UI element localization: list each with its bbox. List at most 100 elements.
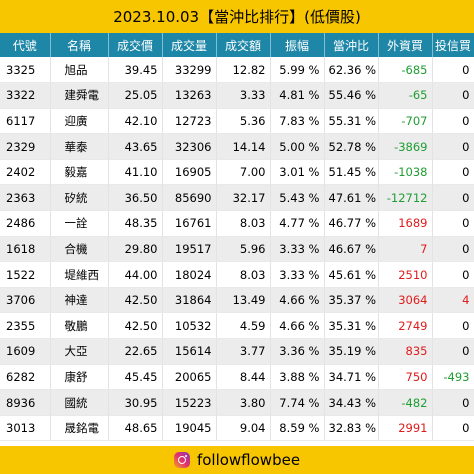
cell-code: 1522 — [0, 261, 51, 288]
cell-price: 39.45 — [108, 57, 163, 84]
cell-volume: 85690 — [162, 184, 217, 212]
cell-code: 3325 — [0, 57, 51, 84]
cell-trust-buy: 0 — [432, 57, 474, 84]
header-price: 成交價 — [108, 33, 163, 57]
cell-code: 1609 — [0, 338, 51, 365]
cell-trust-buy: 0 — [432, 236, 474, 263]
table-row: 2355 敬鵬 42.50 10532 4.59 4.66 % 35.31 % 2749 0 — [0, 312, 474, 340]
cell-name: 晟銘電 — [50, 415, 109, 442]
cell-code: 6117 — [0, 108, 51, 135]
table-row: 3013 晟銘電 48.65 19045 9.04 8.59 % 32.83 % 2991 0 — [0, 415, 474, 442]
cell-trust-buy: -493 — [432, 364, 474, 391]
cell-price: 25.05 — [108, 82, 163, 109]
header-foreign-buy: 外資買 — [378, 33, 433, 57]
cell-amplitude: 7.83 % — [270, 108, 325, 135]
table-body: 3325 旭品 39.45 33299 12.82 5.99 % 62.36 % -685 0 3… — [0, 57, 474, 442]
cell-price: 42.10 — [108, 108, 163, 135]
header-amount: 成交額 — [216, 33, 271, 57]
table-row: 1522 堤維西 44.00 18024 8.03 3.33 % 45.61 % 2510 0 — [0, 261, 474, 288]
cell-amount: 8.03 — [216, 261, 271, 288]
table-row: 1618 合機 29.80 19517 5.96 3.33 % 46.67 % 7 0 — [0, 236, 474, 263]
cell-name: 矽統 — [50, 184, 109, 212]
header-daytrade-ratio: 當沖比 — [324, 33, 379, 57]
cell-code: 2329 — [0, 133, 51, 160]
cell-foreign-buy: 7 — [378, 236, 433, 263]
cell-amount: 14.14 — [216, 133, 271, 160]
cell-daytrade-ratio: 46.67 % — [324, 236, 379, 263]
cell-trust-buy: 0 — [432, 415, 474, 442]
cell-amplitude: 3.33 % — [270, 236, 325, 263]
cell-name: 毅嘉 — [50, 159, 109, 186]
table-row: 2402 毅嘉 41.10 16905 7.00 3.01 % 51.45 % -1038 0 — [0, 159, 474, 186]
cell-name: 建舜電 — [50, 82, 109, 109]
cell-name: 康舒 — [50, 364, 109, 391]
cell-volume: 12723 — [162, 108, 217, 135]
cell-trust-buy: 0 — [432, 133, 474, 160]
cell-amplitude: 4.66 % — [270, 287, 325, 314]
header-trust-buy: 投信買 — [432, 33, 474, 57]
cell-foreign-buy: -685 — [378, 57, 433, 84]
table-header-row: 代號 名稱 成交價 成交量 成交額 振幅 當沖比 外資買 投信買 — [0, 33, 474, 57]
cell-amount: 8.44 — [216, 364, 271, 391]
cell-foreign-buy: 750 — [378, 364, 433, 391]
cell-amount: 3.80 — [216, 389, 271, 416]
cell-code: 8936 — [0, 389, 51, 416]
cell-code: 2486 — [0, 210, 51, 237]
cell-daytrade-ratio: 46.77 % — [324, 210, 379, 237]
table-row: 8936 國統 30.95 15223 3.80 7.74 % 34.43 % -482 0 — [0, 389, 474, 416]
table-row: 1609 大亞 22.65 15614 3.77 3.36 % 35.19 % 835 0 — [0, 338, 474, 365]
cell-volume: 13263 — [162, 82, 217, 109]
cell-volume: 15223 — [162, 389, 217, 416]
table-row: 2363 矽統 36.50 85690 32.17 5.43 % 47.61 % -12712… — [0, 184, 474, 212]
cell-name: 敬鵬 — [50, 312, 109, 340]
cell-price: 42.50 — [108, 312, 163, 340]
cell-amount: 8.03 — [216, 210, 271, 237]
cell-amount: 12.82 — [216, 57, 271, 84]
cell-daytrade-ratio: 35.19 % — [324, 338, 379, 365]
cell-volume: 16905 — [162, 159, 217, 186]
cell-foreign-buy: -482 — [378, 389, 433, 416]
header-volume: 成交量 — [162, 33, 217, 57]
cell-amount: 5.36 — [216, 108, 271, 135]
page-title: 2023.10.03【當沖比排行】(低價股) — [0, 0, 474, 33]
cell-trust-buy: 0 — [432, 210, 474, 237]
cell-foreign-buy: 1689 — [378, 210, 433, 237]
cell-trust-buy: 0 — [432, 338, 474, 365]
cell-volume: 19045 — [162, 415, 217, 442]
cell-name: 旭品 — [50, 57, 109, 84]
cell-name: 神達 — [50, 287, 109, 314]
table-row: 2329 華泰 43.65 32306 14.14 5.00 % 52.78 % -3869 0 — [0, 133, 474, 160]
instagram-icon — [173, 452, 190, 468]
table-row: 2486 一詮 48.35 16761 8.03 4.77 % 46.77 % 1689 0 — [0, 210, 474, 237]
cell-amplitude: 5.43 % — [270, 184, 325, 212]
cell-volume: 32306 — [162, 133, 217, 160]
cell-amplitude: 3.88 % — [270, 364, 325, 391]
cell-volume: 15614 — [162, 338, 217, 365]
cell-foreign-buy: -1038 — [378, 159, 433, 186]
cell-amplitude: 4.77 % — [270, 210, 325, 237]
cell-price: 29.80 — [108, 236, 163, 263]
cell-foreign-buy: 2991 — [378, 415, 433, 442]
cell-amount: 7.00 — [216, 159, 271, 186]
cell-amplitude: 3.36 % — [270, 338, 325, 365]
cell-daytrade-ratio: 34.43 % — [324, 389, 379, 416]
cell-daytrade-ratio: 35.31 % — [324, 312, 379, 340]
cell-amount: 4.59 — [216, 312, 271, 340]
cell-foreign-buy: -12712 — [378, 184, 433, 212]
cell-name: 堤維西 — [50, 261, 109, 288]
cell-code: 2355 — [0, 312, 51, 340]
cell-trust-buy: 0 — [432, 108, 474, 135]
cell-name: 一詮 — [50, 210, 109, 237]
cell-daytrade-ratio: 62.36 % — [324, 57, 379, 84]
cell-volume: 19517 — [162, 236, 217, 263]
cell-amplitude: 3.33 % — [270, 261, 325, 288]
cell-price: 36.50 — [108, 184, 163, 212]
footer: followflowbee — [0, 446, 474, 474]
cell-trust-buy: 0 — [432, 82, 474, 109]
cell-code: 6282 — [0, 364, 51, 391]
cell-trust-buy: 0 — [432, 159, 474, 186]
cell-amplitude: 3.01 % — [270, 159, 325, 186]
footer-handle: followflowbee — [196, 451, 301, 469]
cell-volume: 33299 — [162, 57, 217, 84]
